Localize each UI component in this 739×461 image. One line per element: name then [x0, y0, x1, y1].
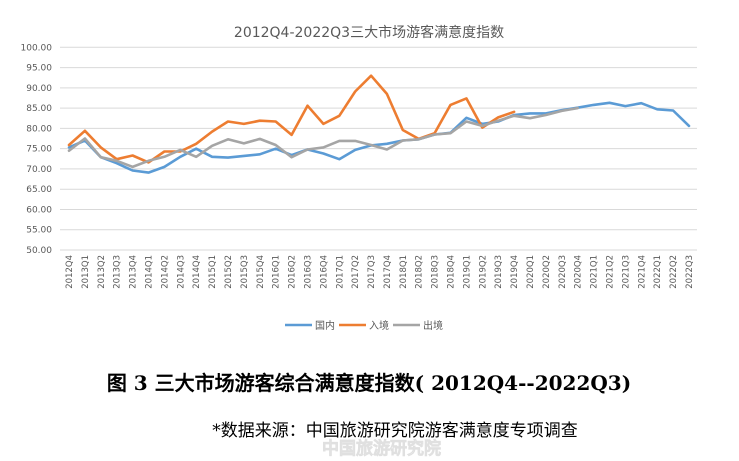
- legend-label: 国内: [315, 319, 335, 332]
- chart-title: 2012Q4-2022Q3三大市场游客满意度指数: [234, 24, 504, 41]
- y-tick-label: 80.00: [26, 124, 52, 134]
- y-tick-label: 75.00: [26, 145, 52, 155]
- x-tick-label: 2015Q1: [208, 255, 218, 289]
- x-tick-label: 2015Q2: [224, 255, 234, 289]
- x-tick-label: 2017Q2: [351, 255, 361, 289]
- x-tick-label: 2019Q2: [478, 255, 488, 289]
- x-tick-label: 2013Q1: [81, 255, 91, 289]
- x-tick-label: 2018Q1: [399, 255, 409, 289]
- x-tick-label: 2019Q4: [510, 255, 520, 289]
- x-tick-label: 2020Q1: [526, 255, 536, 289]
- x-tick-label: 2018Q4: [447, 255, 457, 289]
- x-tick-label: 2013Q3: [113, 255, 123, 289]
- y-tick-label: 55.00: [26, 226, 52, 236]
- x-tick-label: 2020Q3: [558, 255, 568, 289]
- x-tick-label: 2021Q2: [606, 255, 616, 289]
- x-tick-label: 2016Q3: [303, 255, 313, 289]
- x-tick-label: 2020Q2: [542, 255, 552, 289]
- x-tick-label: 2017Q3: [367, 255, 377, 289]
- x-tick-label: 2018Q2: [415, 255, 425, 289]
- x-tick-label: 2020Q4: [574, 255, 584, 289]
- x-tick-label: 2014Q2: [160, 255, 170, 289]
- gridlines: [60, 46, 697, 251]
- x-tick-label: 2016Q1: [272, 255, 282, 289]
- legend-label: 出境: [423, 319, 443, 332]
- x-tick-label: 2021Q4: [637, 255, 647, 289]
- x-tick-label: 2017Q1: [335, 255, 345, 289]
- x-tick-label: 2015Q4: [256, 255, 266, 289]
- x-tick-label: 2014Q3: [176, 255, 186, 289]
- x-tick-label: 2019Q3: [494, 255, 504, 289]
- y-tick-label: 65.00: [26, 185, 52, 195]
- series-line-0: [67, 101, 691, 174]
- x-tick-label: 2019Q1: [462, 255, 472, 289]
- x-tick-label: 2014Q4: [192, 255, 202, 289]
- legend: 国内 入境 出境: [285, 319, 443, 332]
- x-tick-label: 2012Q4: [65, 255, 75, 289]
- y-tick-label: 95.00: [26, 64, 52, 74]
- y-tick-label: 85.00: [26, 104, 52, 114]
- y-tick-label: 100.00: [21, 43, 53, 53]
- watermark: 中国旅游研究院: [322, 438, 441, 459]
- y-axis-ticks: 100.00 95.00 90.00 85.00 80.00 75.00 70.00 65.0…: [21, 43, 53, 256]
- y-tick-label: 60.00: [26, 205, 52, 215]
- x-axis-ticks: 2012Q4 2013Q1 2013Q2 2013Q3 2013Q4 2014Q1 2014…: [65, 255, 695, 289]
- legend-label: 入境: [369, 319, 389, 332]
- x-tick-label: 2021Q1: [590, 255, 600, 289]
- x-tick-label: 2018Q3: [431, 255, 441, 289]
- x-tick-label: 2015Q3: [240, 255, 250, 289]
- x-tick-label: 2021Q3: [621, 255, 631, 289]
- x-tick-label: 2013Q4: [129, 255, 139, 289]
- x-tick-label: 2013Q2: [97, 255, 107, 289]
- y-tick-label: 70.00: [26, 165, 52, 175]
- x-tick-label: 2014Q1: [144, 255, 154, 289]
- x-tick-label: 2016Q2: [288, 255, 298, 289]
- series-lines: [67, 74, 691, 174]
- x-tick-label: 2017Q4: [383, 255, 393, 289]
- data-source-note: *数据来源：中国旅游研究院游客满意度专项调查: [212, 421, 578, 441]
- y-tick-label: 50.00: [26, 246, 52, 256]
- figure-caption: 图 3 三大市场游客综合满意度指数( 2012Q4--2022Q3): [107, 371, 631, 395]
- y-tick-label: 90.00: [26, 84, 52, 94]
- x-tick-label: 2022Q3: [685, 255, 695, 289]
- x-tick-label: 2016Q4: [319, 255, 329, 289]
- x-tick-label: 2022Q2: [669, 255, 679, 289]
- x-tick-label: 2022Q1: [653, 255, 663, 289]
